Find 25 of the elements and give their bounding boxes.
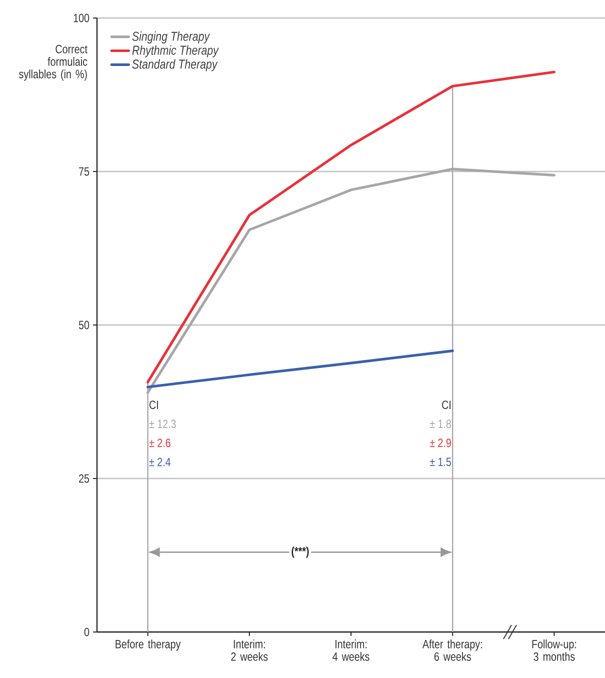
annotation: (***) <box>292 546 309 558</box>
annotation: ± 12.3 <box>149 420 176 428</box>
y-tick-label: 100 <box>74 14 90 22</box>
x-tick-label: Interim: 4 weeks <box>332 640 370 661</box>
x-tick-label: After therapy: 6 weeks <box>422 640 482 661</box>
annotation: CI <box>150 400 158 410</box>
y-tick-label: 0 <box>84 628 90 636</box>
y-tick-label: 75 <box>79 167 90 176</box>
annotation: ± 2.6 <box>149 438 170 448</box>
legend-label: Rhythmic Therapy <box>132 45 219 58</box>
annotation: ± 2.9 <box>430 438 451 448</box>
x-tick-label: Interim: 2 weeks <box>231 640 268 661</box>
y-tick-label: 50 <box>78 320 90 330</box>
line-series <box>146 70 556 384</box>
annotation: CI <box>442 400 450 410</box>
x-tick-label: Before therapy <box>116 640 181 651</box>
line-series <box>146 349 454 388</box>
y-axis-title: Correct formulaic syllables (in %) <box>19 44 88 81</box>
legend-label: Singing Therapy <box>132 31 210 44</box>
legend-label: Standard Therapy <box>132 59 218 72</box>
x-tick-label: Follow-up: 3 months <box>532 640 576 661</box>
annotation: ± 2.4 <box>149 458 171 466</box>
annotation: ± 1.5 <box>430 458 451 466</box>
y-tick-label: 25 <box>79 474 90 483</box>
annotation: ± 1.8 <box>430 420 451 428</box>
